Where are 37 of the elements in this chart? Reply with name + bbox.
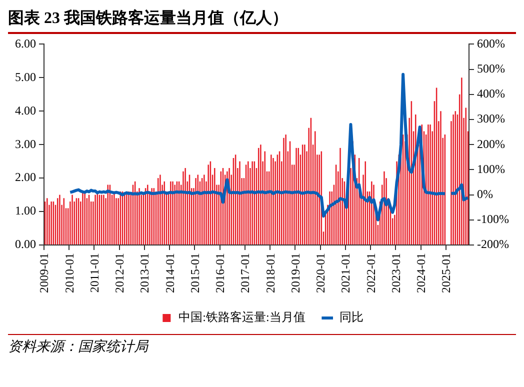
y-tick-label: 3.00	[15, 136, 36, 151]
y2-tick-label: 600%	[477, 36, 506, 50]
x-tick-label: 2019-01	[288, 253, 302, 294]
x-tick-label: 2017-01	[238, 253, 252, 294]
x-tick-label: 2024-01	[414, 253, 428, 294]
x-tick-label: 2020-01	[314, 253, 328, 294]
y2-tick-label: 300%	[477, 112, 506, 126]
y-tick-label: 5.00	[15, 70, 36, 84]
x-tick-label: 2018-01	[263, 253, 278, 294]
y2-tick-label: 100%	[477, 162, 506, 176]
y-tick-label: 6.00	[15, 36, 36, 50]
chart-title: 图表 23 我国铁路客运量当月值（亿人）	[8, 8, 516, 34]
x-tick-label: 2010-01	[62, 253, 76, 294]
x-tick-label: 2015-01	[188, 253, 202, 294]
text: 资料来源：国家统计局	[8, 334, 516, 356]
y2-tick-label: 500%	[477, 61, 506, 76]
x-tick-label: 2014-01	[162, 253, 177, 294]
x-tick-label: 2025-01	[439, 253, 454, 294]
x-tick-label: 2013-01	[138, 253, 152, 294]
y-tick-label: 0.00	[15, 237, 36, 252]
x-tick-label: 2021-01	[338, 253, 353, 294]
x-tick-label: 2016-01	[213, 253, 228, 294]
y-tick-label: 4.00	[15, 103, 36, 118]
x-tick-label: 2011-01	[87, 253, 102, 293]
y2-tick-label: -100%	[477, 212, 510, 226]
x-tick-label: 2022-01	[364, 253, 378, 294]
legend-label: 中国:铁路客运量:当月值	[178, 310, 306, 324]
legend-label: 同比	[339, 310, 364, 324]
y2-tick-label: 0%	[477, 186, 494, 201]
y2-tick-label: 400%	[477, 86, 506, 101]
x-tick-label: 2012-01	[112, 253, 127, 294]
y2-tick-label: -200%	[477, 237, 510, 252]
y2-tick-label: 200%	[477, 136, 506, 151]
y-tick-label: 1.00	[15, 204, 36, 218]
x-tick-label: 2023-01	[388, 253, 403, 294]
x-tick-label: 2009-01	[37, 253, 52, 294]
y-tick-label: 2.00	[15, 170, 36, 184]
